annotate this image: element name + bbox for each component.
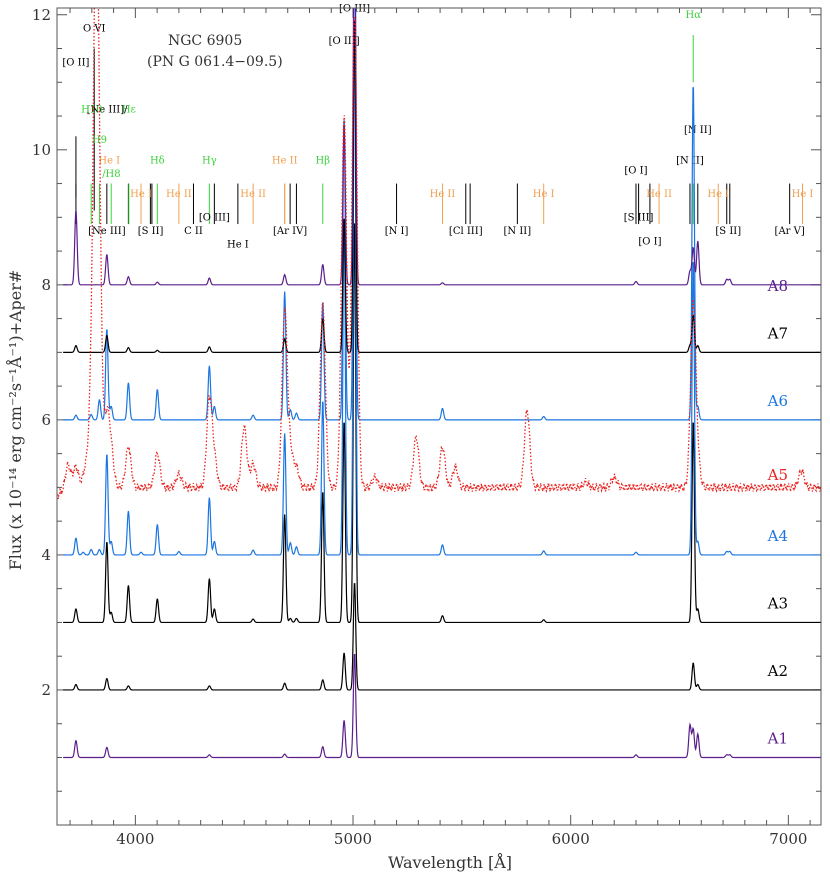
y-tick-label: 8 xyxy=(41,276,51,294)
line-id-label: /H8 xyxy=(102,169,120,180)
line-id-label: [O III] xyxy=(329,36,360,47)
line-id-label: [O III] xyxy=(199,213,230,224)
line-id-label: Hδ xyxy=(150,155,165,166)
line-id-label: He II xyxy=(166,189,192,200)
chart-subtitle: (PN G 061.4−09.5) xyxy=(147,54,283,70)
spectrum-a1 xyxy=(63,653,821,759)
spectrum-a5 xyxy=(57,8,821,499)
series-label: A5 xyxy=(767,466,788,484)
y-tick-label: 6 xyxy=(41,411,51,429)
line-id-label: [S III] xyxy=(624,213,654,224)
series-label: A1 xyxy=(767,729,788,747)
line-id-label: [N I] xyxy=(385,226,409,237)
series-label: A7 xyxy=(767,324,788,342)
line-id-label: He I xyxy=(98,155,120,166)
line-id-label: [Ar V] xyxy=(775,226,805,237)
line-id-label: Hα xyxy=(685,10,701,21)
line-id-label: [S II] xyxy=(138,226,164,237)
y-tick-label: 2 xyxy=(41,681,51,699)
line-id-label: [O II] xyxy=(62,57,89,68)
line-id-label: C II xyxy=(184,226,203,237)
line-id-label: [Cl III] xyxy=(449,226,483,237)
spectrum-a2 xyxy=(63,583,821,691)
chart-title: NGC 6905 xyxy=(168,33,242,49)
series-label: A8 xyxy=(767,277,788,295)
series-label: A6 xyxy=(767,392,788,410)
line-id-label: Hγ xyxy=(202,155,217,166)
line-id-label: He I xyxy=(792,189,814,200)
y-tick-label: 4 xyxy=(41,546,51,564)
line-id-label: [S II] xyxy=(715,226,741,237)
line-id-label: [N II] xyxy=(676,155,704,166)
line-id-label: [N II] xyxy=(504,226,532,237)
series-label: A2 xyxy=(767,662,788,680)
x-tick-label: 7000 xyxy=(769,830,807,848)
series-label: A4 xyxy=(767,527,788,545)
x-tick-label: 4000 xyxy=(116,830,154,848)
line-id-label: [O I] xyxy=(638,236,661,247)
line-id-label: He I xyxy=(130,189,152,200)
line-id-label: Hβ xyxy=(316,155,331,166)
line-id-label: He I xyxy=(707,189,729,200)
line-id-label: He II xyxy=(430,189,456,200)
y-tick-label: 12 xyxy=(32,6,51,24)
x-tick-label: 5000 xyxy=(334,830,372,848)
line-id-label: H10 xyxy=(81,105,102,116)
line-id-label: He II xyxy=(646,189,672,200)
plot-frame xyxy=(56,7,822,826)
spectrum-a3 xyxy=(63,223,821,624)
line-id-label: He I xyxy=(533,189,555,200)
y-tick-label: 10 xyxy=(32,141,51,159)
line-id-label: [N II] xyxy=(684,125,712,136)
series-label: A3 xyxy=(767,594,788,612)
y-axis-label: Flux (x 10⁻¹⁴ erg cm⁻²s⁻¹Å⁻¹)+Aper# xyxy=(5,270,25,571)
spectrum-a4 xyxy=(63,23,821,556)
line-id-label: He I xyxy=(227,240,249,251)
line-id-label: H9 xyxy=(92,135,107,146)
line-id-label: [Ar IV] xyxy=(273,226,307,237)
x-tick-label: 6000 xyxy=(552,830,590,848)
line-id-label: [O I] xyxy=(624,165,647,176)
line-id-label: [Ne III]/ xyxy=(87,105,129,116)
line-id-label: [O III] xyxy=(339,3,370,14)
line-id-label: Hε xyxy=(122,105,136,116)
spectrum-a8 xyxy=(63,8,821,286)
spectrum-a7 xyxy=(63,19,821,353)
x-axis-label: Wavelength [Å] xyxy=(388,852,512,872)
line-id-label: [Ne III] xyxy=(88,226,126,237)
line-id-label: He II xyxy=(272,155,298,166)
line-id-label: He II xyxy=(240,189,266,200)
